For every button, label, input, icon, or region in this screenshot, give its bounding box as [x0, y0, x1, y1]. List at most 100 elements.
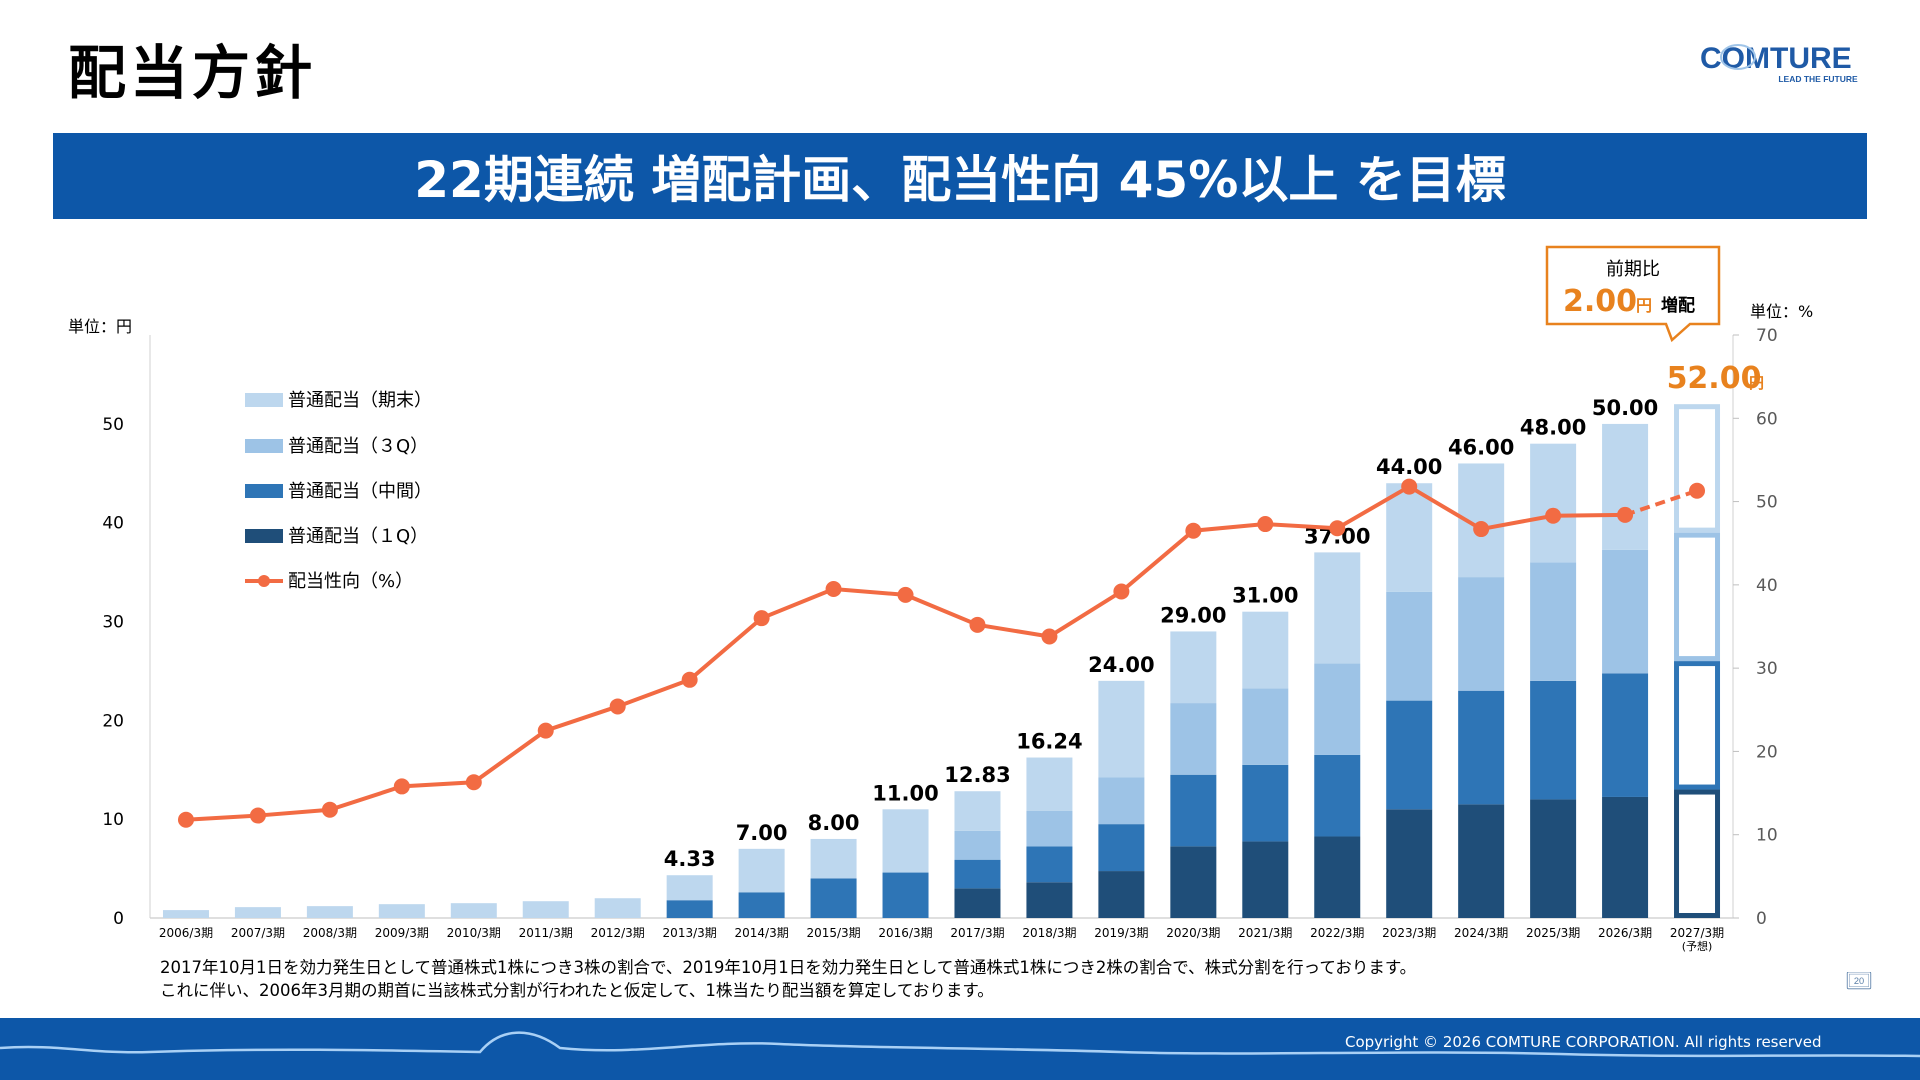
payout-ratio-point — [1617, 506, 1634, 523]
x-tick-label: 2007/3期 — [231, 926, 285, 940]
x-tick-label: 2014/3期 — [735, 926, 789, 940]
legend-label: 普通配当（中間） — [288, 481, 432, 502]
bar-segment — [1602, 673, 1649, 797]
total-label: 52.00 — [1667, 361, 1762, 396]
x-tick-label: 2020/3期 — [1166, 926, 1220, 940]
payout-ratio-point — [1329, 520, 1346, 537]
footer-wave-band — [0, 1018, 1920, 1080]
bar-segment — [1242, 764, 1289, 842]
bar-segment — [810, 878, 857, 918]
bar-segment — [1314, 836, 1361, 918]
payout-ratio-forecast-line — [1624, 488, 1698, 517]
bar-segment — [882, 872, 929, 918]
bar-segment — [1458, 804, 1505, 918]
headline-banner: 22期連続 増配計画、配当性向 45%以上 を目標 — [53, 133, 1867, 219]
payout-ratio-point — [1257, 516, 1274, 533]
bar-segment — [954, 830, 1001, 860]
bar-segment — [1458, 577, 1505, 691]
y-left-tick-label: 50 — [102, 415, 124, 435]
forecast-bar-segment — [1674, 404, 1721, 533]
callout-box — [1545, 245, 1721, 343]
bar-segment — [954, 791, 1001, 831]
legend-swatch — [245, 393, 283, 407]
legend-label: 普通配当（１Q） — [288, 526, 428, 547]
total-label: 12.83 — [944, 763, 1010, 787]
bar-segment — [1458, 690, 1505, 805]
page-number-monitor-icon: 20 — [1846, 972, 1872, 990]
bar-segment — [1386, 700, 1433, 810]
payout-ratio-point — [753, 610, 770, 627]
y-right-tick-label: 20 — [1756, 742, 1778, 762]
total-label: 50.00 — [1592, 396, 1658, 420]
bar-segment — [1026, 882, 1073, 918]
x-tick-label: 2024/3期 — [1454, 926, 1508, 940]
bar-segment — [1386, 483, 1433, 592]
y-left-tick-label: 10 — [102, 810, 124, 830]
bar-segment — [306, 906, 353, 918]
x-tick-label: 2021/3期 — [1238, 926, 1292, 940]
x-tick-label: 2025/3期 — [1526, 926, 1580, 940]
total-label: 16.24 — [1016, 730, 1082, 754]
bar-segment — [1242, 611, 1289, 689]
payout-ratio-point — [465, 774, 482, 791]
x-tick-label: 2012/3期 — [591, 926, 645, 940]
forecast-bar-segment — [1674, 661, 1721, 790]
legend-swatch — [245, 529, 283, 543]
x-tick-label: 2015/3期 — [806, 926, 860, 940]
bar-segment — [1098, 824, 1145, 872]
payout-ratio-point — [1041, 628, 1058, 645]
x-tick-label: 2022/3期 — [1310, 926, 1364, 940]
bar-segment — [522, 901, 569, 918]
payout-ratio-point — [1185, 522, 1202, 539]
bar-segment — [1026, 810, 1073, 847]
bar-segment — [450, 903, 497, 918]
callout-unit: 円 — [1636, 296, 1652, 315]
comture-logo: COMTURE LEAD THE FUTURE — [1700, 42, 1858, 84]
total-label: 46.00 — [1448, 435, 1514, 459]
bar-segment — [594, 898, 641, 918]
logo-tagline: LEAD THE FUTURE — [1778, 74, 1858, 84]
legend-swatch — [245, 439, 283, 453]
payout-ratio-point — [1113, 583, 1130, 600]
bar-segment — [1602, 796, 1649, 918]
payout-ratio-point — [537, 722, 554, 739]
payout-ratio-point — [969, 616, 986, 633]
x-tick-label: 2026/3期 — [1598, 926, 1652, 940]
total-label: 24.00 — [1088, 653, 1154, 677]
x-tick-label: 2017/3期 — [950, 926, 1004, 940]
bar-segment — [1314, 754, 1361, 837]
bar-segment — [1026, 846, 1073, 883]
bar-segment — [234, 907, 281, 918]
bar-segment — [1530, 562, 1577, 681]
total-label: 11.00 — [872, 781, 938, 805]
y-right-tick-label: 60 — [1756, 409, 1778, 429]
payout-ratio-point — [1545, 507, 1562, 524]
legend-swatch — [245, 484, 283, 498]
y-right-tick-label: 50 — [1756, 493, 1778, 513]
payout-ratio-point — [393, 778, 410, 795]
page-number: 20 — [1854, 976, 1864, 986]
bar-segment — [1386, 591, 1433, 701]
bar-segment — [1170, 631, 1217, 704]
left-unit-label: 単位：円 — [68, 317, 132, 336]
x-tick-label: 2018/3期 — [1022, 926, 1076, 940]
total-label: 7.00 — [736, 821, 788, 845]
x-tick-label: 2027/3期 — [1670, 926, 1724, 940]
bar-segment — [1170, 774, 1217, 847]
y-right-tick-label: 70 — [1756, 326, 1778, 346]
y-right-tick-label: 10 — [1756, 826, 1778, 846]
total-label: 29.00 — [1160, 603, 1226, 627]
bar-segment — [378, 904, 425, 918]
y-right-tick-label: 40 — [1756, 576, 1778, 596]
x-tick-label: 2010/3期 — [447, 926, 501, 940]
dividend-chart: 0 10 20 30 40 50 0 10 20 30 40 50 60 70 単位：円 単位：% 2006/3… — [68, 245, 1813, 953]
x-tick-label: 2016/3期 — [878, 926, 932, 940]
legend-line-marker — [258, 575, 270, 587]
bar-segment — [882, 809, 929, 873]
bar-segment — [666, 900, 713, 918]
x-tick-label: 2006/3期 — [159, 926, 213, 940]
payout-ratio-point — [321, 801, 338, 818]
y-left-tick-label: 0 — [113, 909, 124, 929]
payout-ratio-point — [825, 581, 842, 598]
bar-segment — [1098, 680, 1145, 778]
